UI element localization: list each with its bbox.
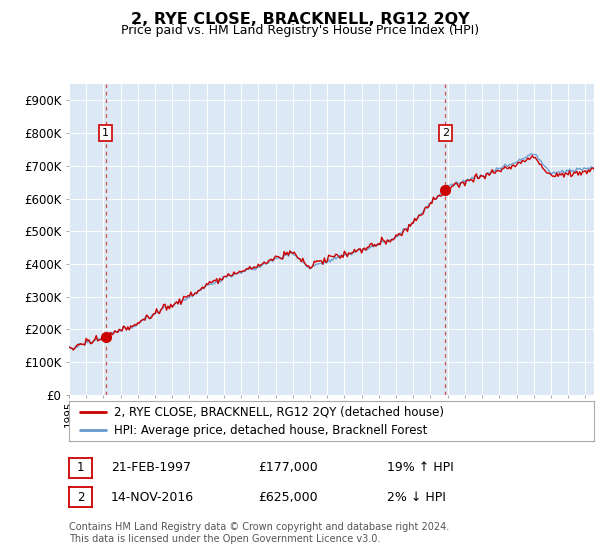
Text: 2: 2	[77, 491, 84, 504]
Text: 14-NOV-2016: 14-NOV-2016	[111, 491, 194, 504]
Text: 19% ↑ HPI: 19% ↑ HPI	[387, 461, 454, 474]
Text: 2, RYE CLOSE, BRACKNELL, RG12 2QY (detached house): 2, RYE CLOSE, BRACKNELL, RG12 2QY (detac…	[113, 405, 443, 418]
Text: 1: 1	[102, 128, 109, 138]
Text: £625,000: £625,000	[258, 491, 317, 504]
Text: 2, RYE CLOSE, BRACKNELL, RG12 2QY: 2, RYE CLOSE, BRACKNELL, RG12 2QY	[131, 12, 469, 27]
Text: HPI: Average price, detached house, Bracknell Forest: HPI: Average price, detached house, Brac…	[113, 424, 427, 437]
Text: £177,000: £177,000	[258, 461, 318, 474]
Text: Contains HM Land Registry data © Crown copyright and database right 2024.
This d: Contains HM Land Registry data © Crown c…	[69, 522, 449, 544]
Text: 21-FEB-1997: 21-FEB-1997	[111, 461, 191, 474]
Text: Price paid vs. HM Land Registry's House Price Index (HPI): Price paid vs. HM Land Registry's House …	[121, 24, 479, 37]
Text: 2% ↓ HPI: 2% ↓ HPI	[387, 491, 446, 504]
Text: 1: 1	[77, 461, 84, 474]
Text: 2: 2	[442, 128, 449, 138]
